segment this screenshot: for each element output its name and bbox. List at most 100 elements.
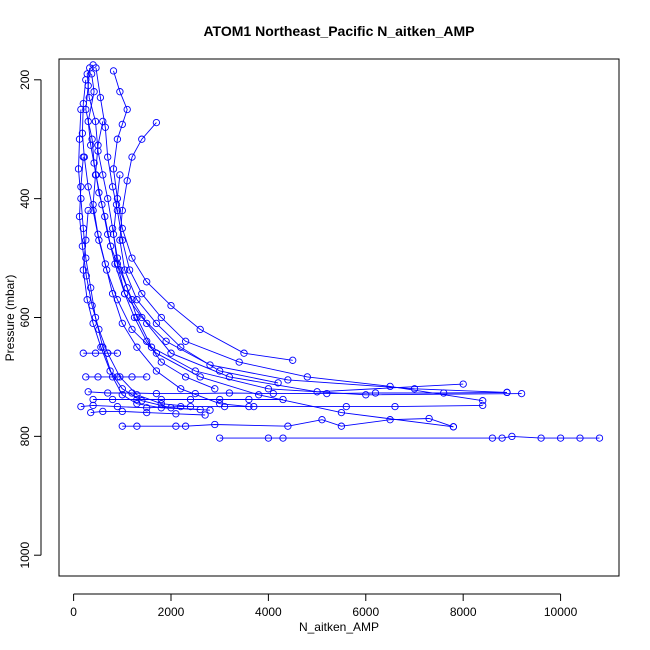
data-point (108, 290, 117, 298)
data-point (181, 373, 190, 381)
profile-line (113, 174, 215, 390)
data-point (235, 358, 243, 366)
profile-line (87, 73, 508, 393)
data-point (87, 408, 95, 417)
data-point (362, 391, 370, 399)
data-point (264, 434, 273, 442)
data-point (89, 395, 97, 404)
data-point (118, 236, 126, 244)
data-point (78, 242, 87, 250)
data-point (87, 284, 95, 292)
data-point (240, 349, 248, 357)
data-point (113, 373, 122, 381)
data-point (111, 260, 119, 268)
profile-line (88, 391, 508, 395)
data-point (98, 200, 106, 209)
data-point (167, 349, 175, 357)
data-point (537, 434, 545, 442)
data-point (133, 313, 141, 322)
data-point (104, 153, 112, 161)
data-point (595, 434, 604, 442)
data-point (106, 367, 114, 375)
profile-lines (78, 64, 600, 439)
data-point (91, 117, 100, 126)
data-point (133, 422, 141, 430)
data-point (85, 93, 93, 102)
profile-line (113, 70, 293, 361)
profile-line (119, 122, 279, 384)
plot-area (74, 61, 604, 442)
x-tick-label: 6000 (352, 605, 379, 619)
data-point (186, 395, 195, 404)
profile-line (80, 404, 483, 409)
data-point (220, 402, 229, 411)
data-point (121, 290, 129, 298)
data-point (152, 118, 161, 127)
data-point (82, 236, 90, 244)
data-point (284, 422, 292, 430)
profile-line (81, 79, 454, 428)
data-point (82, 373, 90, 381)
data-point (91, 171, 100, 179)
data-point (143, 373, 151, 381)
data-point (118, 120, 126, 129)
data-point (101, 123, 109, 131)
data-point (125, 266, 134, 274)
data-point (274, 379, 282, 387)
y-tick-label: 400 (18, 188, 32, 208)
data-point (112, 200, 121, 209)
data-point (84, 206, 92, 215)
y-tick-label: 1000 (18, 542, 32, 569)
data-point (101, 260, 109, 268)
data-point (108, 373, 117, 381)
profile-line (85, 67, 464, 393)
data-point (250, 402, 258, 411)
data-point (152, 319, 161, 328)
data-point (479, 401, 487, 410)
data-point (128, 296, 136, 304)
data-point (177, 385, 185, 393)
data-point (108, 183, 117, 191)
data-point (95, 189, 103, 197)
data-point (143, 408, 151, 417)
data-point (206, 406, 214, 414)
data-point (245, 395, 253, 404)
data-point (118, 385, 126, 393)
data-point (94, 230, 102, 238)
data-point (106, 242, 115, 250)
data-point (113, 402, 122, 411)
data-point (216, 434, 224, 442)
data-point (128, 325, 136, 334)
data-point (508, 432, 516, 441)
data-point (138, 313, 146, 322)
data-point (386, 416, 394, 424)
data-point (89, 401, 97, 410)
data-point (79, 266, 87, 274)
data-point (79, 349, 87, 357)
profile-line (122, 418, 454, 428)
data-point (440, 389, 448, 397)
data-point (116, 373, 124, 381)
data-point (101, 212, 109, 221)
data-point (245, 402, 253, 411)
data-point (118, 422, 126, 430)
data-point (109, 230, 118, 238)
profile-line (90, 410, 206, 416)
data-point (425, 414, 433, 423)
data-point (99, 343, 107, 351)
data-point (104, 194, 112, 203)
data-point (123, 177, 131, 185)
data-point (113, 135, 122, 143)
data-point (77, 183, 85, 191)
data-point (82, 272, 90, 280)
data-point (216, 367, 224, 375)
y-tick-label: 600 (18, 307, 32, 327)
data-point (342, 402, 350, 411)
data-point (109, 67, 118, 75)
x-axis: 0 2000 4000 6000 8000 10000 (70, 593, 578, 619)
x-tick-label: 10000 (544, 605, 578, 619)
x-tick-label: 8000 (450, 605, 477, 619)
data-point (90, 159, 98, 167)
data-point (84, 388, 92, 396)
data-points (74, 61, 604, 442)
